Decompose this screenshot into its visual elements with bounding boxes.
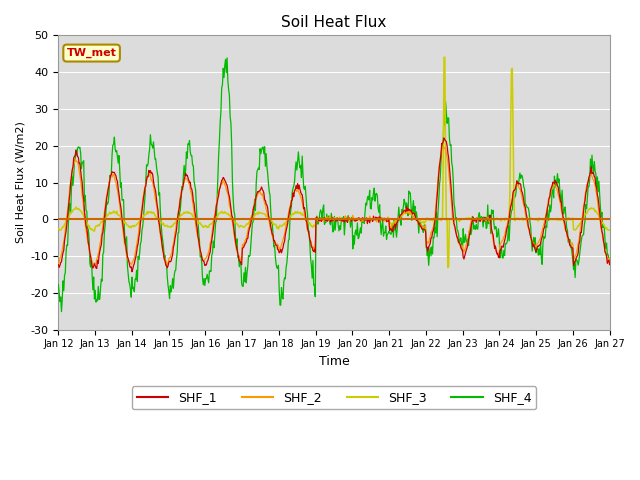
Text: TW_met: TW_met <box>67 48 116 58</box>
Legend: SHF_1, SHF_2, SHF_3, SHF_4: SHF_1, SHF_2, SHF_3, SHF_4 <box>132 386 536 409</box>
X-axis label: Time: Time <box>319 355 349 368</box>
Y-axis label: Soil Heat Flux (W/m2): Soil Heat Flux (W/m2) <box>15 121 25 243</box>
Title: Soil Heat Flux: Soil Heat Flux <box>282 15 387 30</box>
